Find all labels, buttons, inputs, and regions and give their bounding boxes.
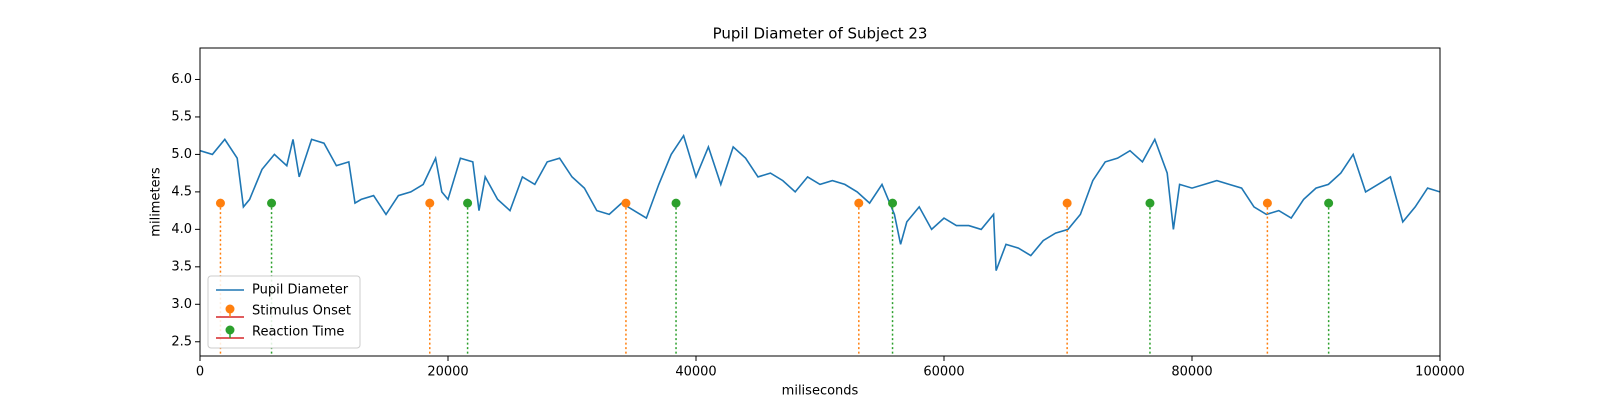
x-tick-label: 20000 [427, 365, 468, 380]
x-tick-label: 0 [196, 365, 204, 380]
y-tick-label: 3.5 [171, 259, 192, 274]
chart-title: Pupil Diameter of Subject 23 [713, 25, 928, 43]
x-tick-label: 80000 [1171, 365, 1212, 380]
y-tick-label: 5.5 [171, 109, 192, 124]
legend-label: Stimulus Onset [252, 304, 351, 319]
y-tick-label: 4.5 [171, 184, 192, 199]
x-tick-label: 60000 [923, 365, 964, 380]
stem-marker [1324, 198, 1334, 208]
y-tick-label: 5.0 [171, 147, 192, 162]
stem-marker [854, 198, 864, 208]
stem-marker [671, 198, 681, 208]
stem-marker [1262, 198, 1272, 208]
stem-marker [621, 198, 631, 208]
y-tick-label: 6.0 [171, 72, 192, 87]
x-tick-label: 100000 [1415, 365, 1465, 380]
x-tick-label: 40000 [675, 365, 716, 380]
stem-marker [215, 198, 225, 208]
plot-frame [199, 47, 1441, 357]
legend-marker [225, 325, 235, 335]
stem-marker [267, 198, 277, 208]
legend-label: Pupil Diameter [252, 283, 349, 298]
stem-marker [425, 198, 435, 208]
y-tick-label: 3.0 [171, 297, 192, 312]
stem-marker [463, 198, 473, 208]
y-tick-label: 2.5 [171, 334, 192, 349]
y-axis-label: milimeters [149, 167, 164, 237]
legend-label: Reaction Time [252, 325, 344, 340]
stem-marker [888, 198, 898, 208]
y-tick-label: 4.0 [171, 222, 192, 237]
pupil-line [200, 133, 1440, 271]
x-axis-label: miliseconds [782, 384, 859, 399]
stem-marker [1145, 198, 1155, 208]
legend-marker [225, 304, 235, 314]
legend-box [207, 275, 361, 349]
stem-marker [1062, 198, 1072, 208]
